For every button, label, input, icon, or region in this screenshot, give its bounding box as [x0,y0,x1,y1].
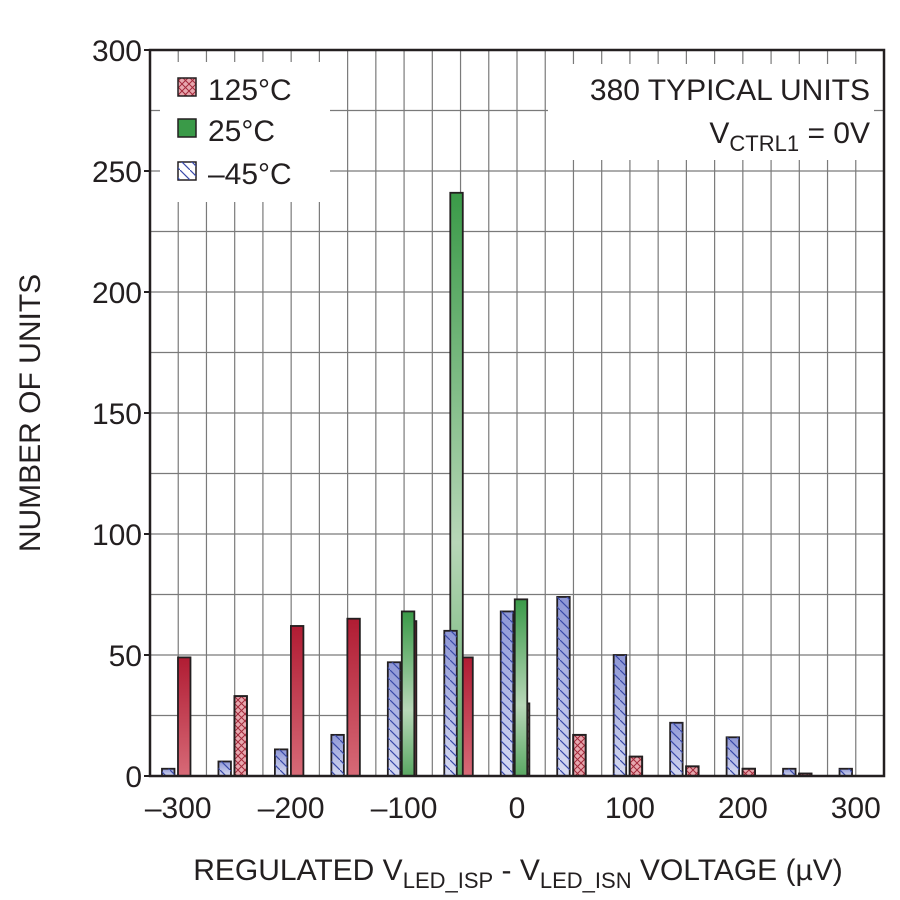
x-tick-label: 200 [718,792,768,825]
bar-hatch-minus45c [613,655,627,776]
y-tick-labels: 0 50 100 150 200 250 300 [92,35,150,794]
bar-25c [513,598,529,777]
annotation-background [548,64,874,160]
legend-item-minus45c: –45°C [177,158,292,191]
bar-125c [177,656,192,777]
bar-hatch-minus45c [274,749,288,776]
y-tick-label: 200 [92,277,142,310]
x-tick-label: 100 [605,792,655,825]
bar-125c [685,765,700,777]
x-axis-title: REGULATED VLED_ISP - VLED_ISN VOLTAGE (µ… [193,854,843,893]
bars-group [161,191,853,777]
x-tick-label: –200 [258,792,325,825]
x-tick-label: 0 [509,792,526,825]
bar-125c [233,695,248,777]
legend-item-25c: 25°C [177,115,275,148]
legend-label-minus45c: –45°C [208,158,292,191]
y-tick-label: 150 [92,398,142,431]
bar-hatch-minus45c [387,662,401,776]
bar-125c [346,617,361,777]
y-tick-label: 0 [125,761,142,794]
bar-hatch-minus45c [218,761,231,776]
y-tick-label: 300 [92,35,142,68]
legend-swatch-minus45c-hatch [178,162,196,180]
legend-swatch-125c [177,77,197,97]
bar-hatch-minus45c [783,768,796,776]
bar-hatch-minus45c [161,768,175,776]
x-tick-label: –300 [145,792,212,825]
bar-hatch-minus45c [557,596,570,776]
bar-hatch-minus45c [726,737,740,776]
y-axis-title: NUMBER OF UNITS [14,274,47,552]
legend-swatch-25c [177,118,197,138]
x-tick-label: –100 [371,792,438,825]
annotation-line1: 380 TYPICAL UNITS [590,74,870,107]
legend-label-125c: 125°C [208,74,292,107]
legend: 125°C 25°C –45°C [160,62,330,202]
bar-125c [290,625,305,777]
x-tick-label: 300 [831,792,881,825]
bar-hatch-minus45c [331,734,344,776]
bar-25c [400,610,416,777]
bar-hatch-minus45c [444,630,457,776]
y-tick-label: 100 [92,519,142,552]
annotation-line2: VCTRL1 = 0V [709,117,870,156]
bar-hatch-minus45c [839,768,853,776]
legend-item-125c: 125°C [177,74,292,107]
y-tick-label: 50 [109,640,142,673]
annotation: 380 TYPICAL UNITS VCTRL1 = 0V [548,64,874,160]
bar-125c [628,755,644,777]
x-tick-labels: –300 –200 –100 0 100 200 300 [145,792,881,825]
bar-hatch-minus45c [670,722,683,776]
legend-label-25c: 25°C [208,115,275,148]
bar-hatch-minus45c [500,611,514,776]
y-tick-label: 250 [92,156,142,189]
bar-125c [572,733,587,777]
